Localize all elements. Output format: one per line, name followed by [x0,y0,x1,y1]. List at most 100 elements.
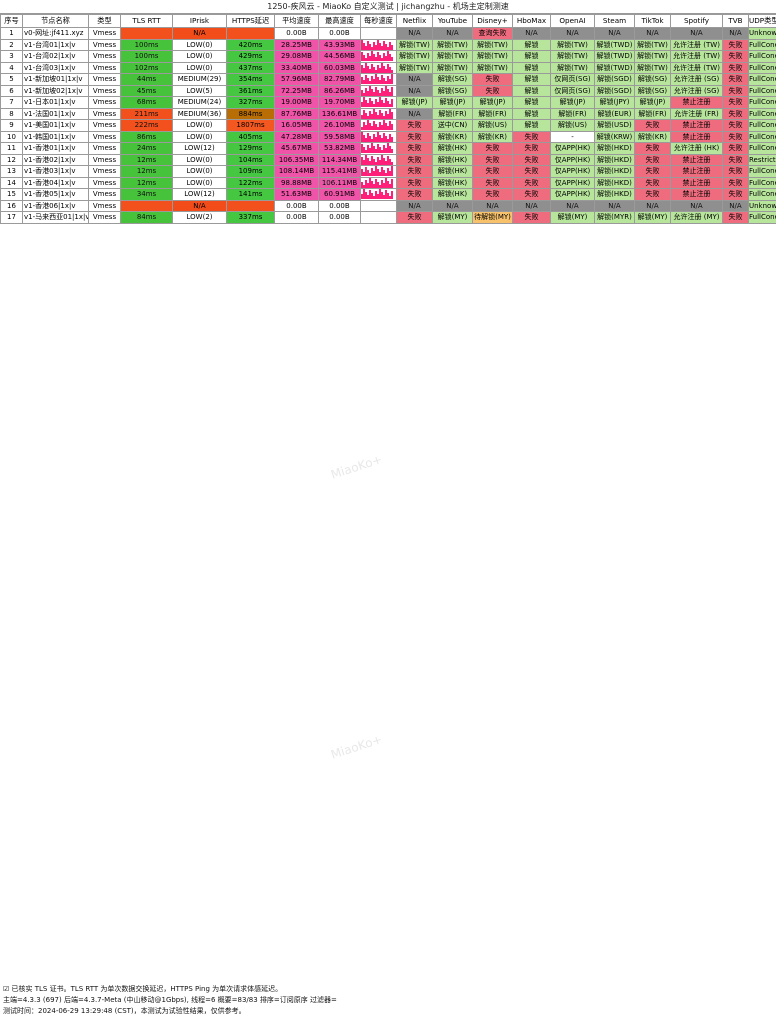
speed-bar [373,183,375,188]
table-cell: 允许注册 (TW) [670,50,723,63]
table-cell: 解锁 [512,73,551,86]
table-cell: 24ms [120,142,173,155]
table-cell: 仅APP(HK) [550,165,595,178]
table-cell: 72.25MB [274,84,319,97]
speed-bar [391,178,393,188]
speed-bar [375,86,377,96]
table-cell: 337ms [226,211,275,224]
table-cell: 失败 [396,176,433,189]
speed-bar [371,155,373,165]
speed-bar [367,145,369,154]
table-row: 17 v1-马来西亚01|1x|v Vmess 84ms LOW(2) 337ms 0.00… [0,211,776,224]
table-row: 14 v1-香港04|1x|v Vmess 12ms LOW(0) 122ms 98.88M… [0,176,776,189]
speed-bar [371,46,373,50]
speed-bar [363,159,365,165]
speed-bar [387,51,389,62]
table-cell [360,38,397,51]
table-cell: 解锁 [512,50,551,63]
table-cell: N/A [512,199,551,212]
speed-bar [371,193,373,200]
table-cell [120,199,173,212]
table-cell [360,119,397,132]
table-cell: 解锁(JP) [396,96,433,109]
table-cell: v1-台湾03|1x|v [22,61,89,74]
table-cell: LOW(0) [172,130,227,143]
speed-bar [377,39,379,50]
speed-bar [375,111,377,119]
speed-bar [381,167,383,177]
table-cell: 47.28MB [274,130,319,143]
speed-bar [371,51,373,62]
table-cell: 解锁(HK) [432,153,473,166]
speed-bar [377,64,379,73]
col-header: TVB [722,14,749,28]
table-cell [360,199,397,212]
speed-bar [375,124,377,131]
speed-bar [367,120,369,131]
speed-sparkline [361,51,396,62]
table-cell: 解锁(FR) [432,107,473,120]
speed-bar [369,123,371,131]
table-cell: 失败 [722,84,749,97]
table-cell: 114.34MB [318,153,361,166]
speed-bar [387,180,389,188]
speed-bar [387,155,389,165]
table-cell: 失败 [472,73,513,86]
speed-bar [365,62,367,73]
speed-bar [391,44,393,50]
speed-bar [379,67,381,73]
footer-line-1: ☑ 已核实 TLS 证书。TLS RTT 为单次数据交换延迟，HTTPS Pin… [3,985,283,993]
table-cell: 失败 [722,50,749,63]
table-cell: 354ms [226,73,275,86]
table-cell: v1-法国01|1x|v [22,107,89,120]
table-cell: 解锁(HKD) [594,165,635,178]
table-cell: v1-香港03|1x|v [22,165,89,178]
speed-bar [361,102,363,108]
speed-bar [389,91,391,96]
speed-bar [363,134,365,142]
table-cell: v0-网址:jf411.xyz [22,27,89,40]
table-cell: 失败 [512,211,551,224]
speed-bar [365,58,367,62]
table-cell: 失败 [722,119,749,132]
speed-bar [381,150,383,154]
speed-bar [383,145,385,154]
speed-bar [381,75,383,85]
col-header: TLS RTT [120,14,173,28]
speed-bar [389,183,391,188]
speed-bar [375,99,377,108]
speed-bar [391,149,393,154]
speed-bar [363,55,365,62]
speed-bar [363,184,365,188]
table-cell: 87.76MB [274,107,319,120]
table-cell: 允许注册 (MY) [670,211,723,224]
table-cell: Vmess [88,107,121,120]
speed-bar [385,123,387,131]
table-cell: 失败 [396,119,433,132]
speed-bar [369,160,371,165]
table-cell: 1807ms [226,119,275,132]
table-cell: Vmess [88,176,121,189]
speed-bar [365,137,367,142]
table-cell: 失败 [722,153,749,166]
table-cell: 解锁(FR) [472,107,513,120]
table-cell: 解锁(TW) [432,38,473,51]
table-cell: RestrictedCone [748,153,776,166]
speed-bar [375,57,377,62]
table-cell: FullCone [748,165,776,178]
table-cell: 解锁(TW) [634,50,671,63]
speed-bar [383,103,385,108]
speed-bar [363,189,365,200]
table-cell: 解锁(HKD) [594,142,635,155]
speed-bar [375,149,377,154]
table-cell: Vmess [88,153,121,166]
table-cell: 解锁(TW) [432,61,473,74]
speed-bar [377,77,379,85]
table-cell: 失败 [722,107,749,120]
table-cell: v1-新加坡01|1x|v [22,73,89,86]
speed-bar [383,132,385,142]
speed-bar [373,79,375,85]
table-cell: N/A [594,199,635,212]
table-cell: Unknown [748,199,776,212]
speed-bar [389,171,391,177]
